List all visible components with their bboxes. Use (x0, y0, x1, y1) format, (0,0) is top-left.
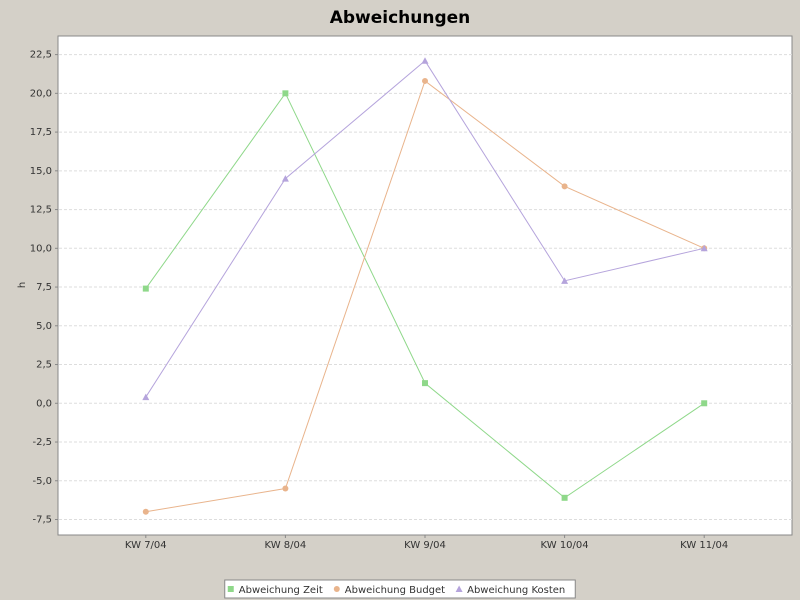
y-tick-label: 17,5 (30, 127, 52, 138)
y-tick-label: 10,0 (30, 243, 52, 254)
data-point (281, 175, 289, 182)
x-tick-label: KW 11/04 (680, 540, 728, 551)
y-axis-label: h (17, 282, 28, 288)
y-tick-label: 7,5 (36, 282, 52, 293)
data-point (422, 77, 428, 84)
y-tick-label: 15,0 (30, 166, 52, 177)
legend-label: Abweichung Zeit (239, 585, 323, 596)
y-tick-label: 12,5 (30, 205, 52, 216)
data-point (422, 380, 428, 387)
plot-area (57, 35, 793, 536)
x-tick-label: KW 9/04 (404, 540, 446, 551)
legend-marker (455, 585, 463, 592)
data-point (561, 494, 568, 501)
data-point (561, 183, 568, 190)
x-tick-label: KW 7/04 (125, 540, 167, 551)
x-tick-label: KW 10/04 (541, 540, 589, 551)
data-point (700, 244, 708, 252)
y-tick-label: -2,5 (32, 437, 52, 448)
data-point (142, 393, 150, 401)
data-point (142, 508, 149, 515)
x-tick-label: KW 8/04 (265, 540, 307, 551)
data-point (701, 400, 708, 407)
y-tick-label: 5,0 (36, 321, 52, 332)
y-tick-label: 22,5 (30, 50, 52, 61)
y-tick-label: -5,0 (32, 476, 52, 487)
y-tick-label: -7,5 (32, 515, 52, 526)
legend-label: Abweichung Kosten (467, 585, 565, 596)
chart-title: Abweichungen (330, 8, 471, 28)
data-point (421, 57, 429, 64)
legend-label: Abweichung Budget (345, 585, 445, 596)
y-tick-label: 2,5 (36, 360, 52, 371)
legend-marker (333, 586, 340, 592)
data-point (282, 485, 289, 492)
legend-marker (227, 586, 234, 592)
y-tick-label: 0,0 (36, 398, 52, 409)
legend: Abweichung Zeit Abweichung Budget Abweichu… (224, 579, 576, 599)
data-point (282, 90, 289, 97)
data-point (142, 285, 149, 292)
legend-box (224, 579, 576, 599)
y-tick-label: 20,0 (30, 88, 52, 99)
data-point (561, 277, 569, 284)
